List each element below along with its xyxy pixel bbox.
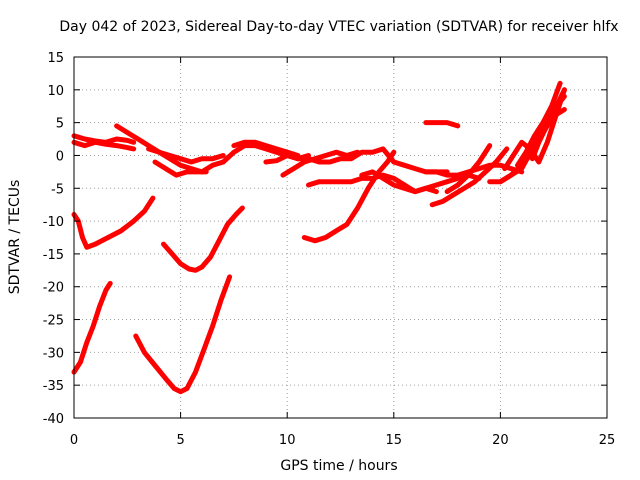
y-tick-label: 5 (56, 117, 64, 132)
series-group (71, 80, 567, 395)
series-arc-8 (146, 146, 226, 175)
y-tick-label: -35 (43, 379, 64, 394)
y-tick-label: -15 (43, 248, 64, 263)
series-arc-18 (429, 146, 510, 208)
y-tick-label: -40 (43, 412, 64, 427)
series-arc-24 (515, 80, 563, 168)
y-tick-label: -25 (43, 314, 64, 329)
series-arc-13 (280, 149, 361, 178)
series-arc-9 (152, 159, 209, 178)
series-arc-4 (161, 205, 245, 273)
series-arc-11 (231, 139, 301, 158)
series-arc-6 (71, 133, 137, 145)
series-arc-20 (423, 120, 461, 129)
y-axis-title: SDTVAR / TECUs (7, 180, 23, 295)
series-arc-7 (114, 123, 226, 165)
y-tick-label: 0 (56, 149, 64, 164)
y-tick-label: 15 (47, 51, 64, 66)
x-axis-title: GPS time / hours (280, 458, 397, 474)
x-tick-label: 10 (279, 433, 296, 448)
x-tick-label: 5 (176, 433, 184, 448)
series-arc-25 (529, 87, 567, 162)
series-arc-14 (301, 149, 397, 244)
y-tick-label: -30 (43, 346, 64, 361)
x-tick-label: 0 (70, 433, 78, 448)
y-tick-label: -5 (51, 182, 64, 197)
series-arc-3 (133, 274, 233, 395)
chart-title: Day 042 of 2023, Sidereal Day-to-day VTE… (59, 19, 618, 35)
grid-lines (74, 57, 607, 418)
series-arc-2 (71, 195, 156, 250)
plot-frame (73, 56, 608, 419)
x-tick-label: 20 (492, 433, 509, 448)
series-arc-16 (359, 169, 482, 195)
y-tick-label: 10 (47, 84, 64, 99)
axis-ticks: 0 5 10 15 20 25 -40 -35 -30 -25 -20 -15 -10 -5 0 5 10 15 (43, 51, 616, 448)
series-arc-12 (263, 146, 450, 175)
y-tick-label: -10 (43, 215, 64, 230)
y-tick-label: -20 (43, 281, 64, 296)
series-arc-1 (71, 280, 113, 375)
x-tick-label: 15 (386, 433, 403, 448)
x-tick-label: 25 (599, 433, 616, 448)
series-arc-19 (444, 143, 493, 195)
